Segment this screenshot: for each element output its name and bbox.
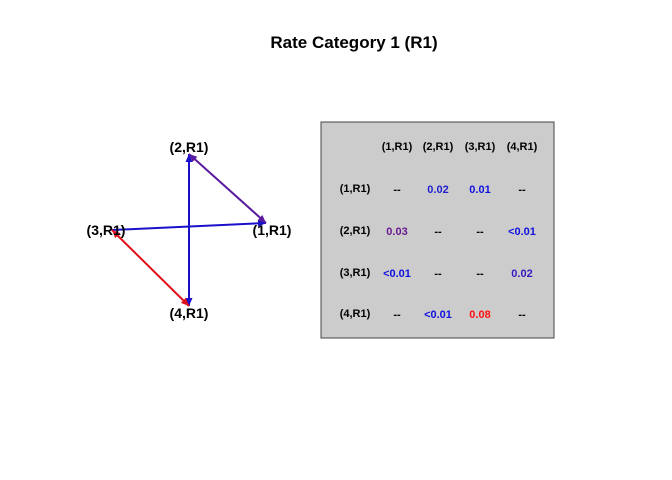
matrix-cell-3-1: <0.01 xyxy=(383,268,411,280)
matrix-col-header-3: (3,R1) xyxy=(465,141,496,153)
matrix-cell-4-1: -- xyxy=(393,309,401,321)
arrowhead xyxy=(189,154,198,162)
matrix-cell-2-2: -- xyxy=(434,226,442,238)
matrix-row-header-2: (2,R1) xyxy=(340,225,371,237)
arrowhead xyxy=(112,230,121,239)
nodes-layer: (1,R1) (2,R1) (3,R1) (4,R1) xyxy=(87,139,292,321)
matrix-background xyxy=(320,121,555,339)
node-label-4: (4,R1) xyxy=(170,305,209,321)
diagram-title: Rate Category 1 (R1) xyxy=(270,33,437,52)
edge-line xyxy=(111,229,190,307)
edge-n3-n4 xyxy=(111,229,190,307)
matrix-cell-1-3: 0.01 xyxy=(469,184,490,196)
matrix-row-header-3: (3,R1) xyxy=(340,267,371,279)
edge-n2-n1 xyxy=(188,153,267,224)
matrix-cell-2-1: 0.03 xyxy=(386,226,407,238)
matrix-row-header-4: (4,R1) xyxy=(340,308,371,320)
matrix-cell-1-2: 0.02 xyxy=(427,184,448,196)
arrowhead xyxy=(185,298,193,306)
matrix-col-header-1: (1,R1) xyxy=(382,141,413,153)
matrix-cell-3-4: 0.02 xyxy=(511,268,532,280)
edge-line xyxy=(188,153,267,224)
edge-line xyxy=(111,222,267,231)
matrix-cell-3-3: -- xyxy=(476,268,484,280)
matrix-row-header-1: (1,R1) xyxy=(340,183,371,195)
matrix-cell-3-2: -- xyxy=(434,268,442,280)
edges-layer xyxy=(111,153,267,307)
arrowhead xyxy=(185,154,193,162)
matrix-cell-1-4: -- xyxy=(518,184,526,196)
matrix-col-header-4: (4,R1) xyxy=(507,141,538,153)
arrowhead xyxy=(257,215,266,223)
node-label-2: (2,R1) xyxy=(170,139,209,155)
arrowhead xyxy=(257,219,266,227)
node-label-3: (3,R1) xyxy=(87,222,126,238)
matrix-col-header-2: (2,R1) xyxy=(423,141,454,153)
edge-n3-n1 xyxy=(111,219,267,231)
rate-matrix: (1,R1) (2,R1) (3,R1) (4,R1) (1,R1) (2,R1) (3,R… xyxy=(320,121,555,339)
matrix-cell-1-1: -- xyxy=(393,184,401,196)
edge-n2-n4 xyxy=(185,154,193,306)
matrix-cell-4-4: -- xyxy=(518,309,526,321)
arrowhead xyxy=(180,297,189,306)
matrix-cell-4-3: 0.08 xyxy=(469,309,490,321)
node-label-1: (1,R1) xyxy=(253,222,292,238)
matrix-cell-2-4: <0.01 xyxy=(508,226,536,238)
matrix-cell-4-2: <0.01 xyxy=(424,309,452,321)
matrix-cell-2-3: -- xyxy=(476,226,484,238)
